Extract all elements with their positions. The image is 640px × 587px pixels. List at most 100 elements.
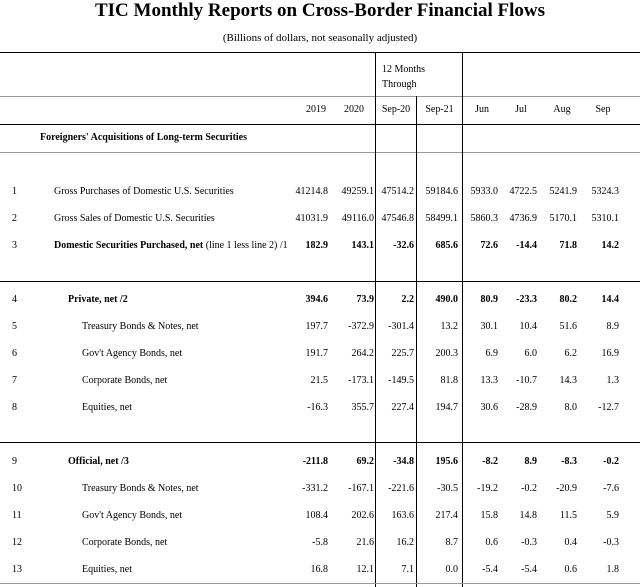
row-number: 1 xyxy=(12,186,17,197)
table-cell: 12.1 xyxy=(356,564,375,575)
table-cell: 5860.3 xyxy=(470,213,499,224)
row-group-separator xyxy=(0,281,640,282)
row-group-separator xyxy=(0,583,640,584)
twelve-months-header: 12 Months Through xyxy=(382,62,462,92)
row-label: Gross Sales of Domestic U.S. Securities xyxy=(54,213,215,225)
row-label-text: Corporate Bonds, net xyxy=(82,537,168,548)
rule-top xyxy=(0,52,640,53)
report-title: TIC Monthly Reports on Cross-Border Fina… xyxy=(94,0,546,21)
table-cell: 0.6 xyxy=(485,537,499,548)
table-cell: -0.2 xyxy=(521,483,537,494)
table-cell: 6.2 xyxy=(564,348,578,359)
table-cell: -10.7 xyxy=(516,375,537,386)
table-cell: 73.9 xyxy=(356,294,375,305)
table-cell: 8.9 xyxy=(524,456,538,467)
table-cell: 21.5 xyxy=(310,375,329,386)
table-cell: 80.9 xyxy=(480,294,499,305)
row-label-note: (line 1 less line 2) /1 xyxy=(205,240,288,251)
table-cell: 6.9 xyxy=(485,348,499,359)
table-cell: -12.7 xyxy=(598,402,619,413)
row-label: Corporate Bonds, net xyxy=(82,537,167,549)
row-label: Gov't Agency Bonds, net xyxy=(82,348,182,360)
table-cell: -7.6 xyxy=(603,483,619,494)
row-label-text: Domestic Securities Purchased, net xyxy=(54,240,204,251)
table-cell: -23.3 xyxy=(516,294,537,305)
rule-group-mid xyxy=(416,96,417,587)
table-cell: -372.9 xyxy=(348,321,374,332)
table-cell: -5.8 xyxy=(312,537,328,548)
table-cell: -30.5 xyxy=(437,483,458,494)
table-cell: 11.5 xyxy=(559,510,577,521)
table-cell: 16.2 xyxy=(396,537,415,548)
table-cell: 14.8 xyxy=(519,510,538,521)
table-cell: 47546.8 xyxy=(381,213,415,224)
table-cell: 10.4 xyxy=(519,321,538,332)
table-cell: -5.4 xyxy=(521,564,537,575)
table-cell: 7.1 xyxy=(401,564,415,575)
table-cell: 264.2 xyxy=(351,348,375,359)
table-cell: 41214.8 xyxy=(295,186,329,197)
table-cell: 80.2 xyxy=(559,294,578,305)
row-number: 3 xyxy=(12,240,17,251)
row-label-text: Gov't Agency Bonds, net xyxy=(82,348,183,359)
table-cell: 16.8 xyxy=(310,564,329,575)
row-label: Treasury Bonds & Notes, net xyxy=(82,483,199,495)
table-cell: -5.4 xyxy=(482,564,498,575)
rule-header-bottom xyxy=(0,124,640,125)
column-header-sep-20: Sep-20 xyxy=(381,104,411,115)
column-header-sep-21: Sep-21 xyxy=(425,104,454,115)
twelve-months-line1: 12 Months xyxy=(382,64,426,75)
table-cell: 21.6 xyxy=(356,537,375,548)
row-number: 4 xyxy=(12,294,17,305)
table-cell: -20.9 xyxy=(556,483,577,494)
table-cell: 5933.0 xyxy=(470,186,499,197)
table-cell: -0.3 xyxy=(603,537,619,548)
row-label: Official, net /3 xyxy=(68,456,129,468)
table-cell: 69.2 xyxy=(356,456,375,467)
table-cell: -34.8 xyxy=(393,456,414,467)
table-cell: 71.8 xyxy=(559,240,578,251)
table-cell: -19.2 xyxy=(477,483,498,494)
table-cell: 47514.2 xyxy=(381,186,415,197)
row-number: 5 xyxy=(12,321,17,332)
table-cell: 13.3 xyxy=(480,375,499,386)
row-label-text: Gross Sales of Domestic U.S. Securities xyxy=(54,213,215,224)
row-number: 7 xyxy=(12,375,17,386)
table-cell: 14.3 xyxy=(559,375,578,386)
table-cell: -149.5 xyxy=(388,375,414,386)
table-cell: -301.4 xyxy=(388,321,414,332)
table-cell: 490.0 xyxy=(435,294,459,305)
row-group-separator xyxy=(0,442,640,443)
table-cell: 194.7 xyxy=(435,402,459,413)
table-cell: -211.8 xyxy=(302,456,328,467)
row-label-text: Private, net /2 xyxy=(68,294,128,305)
table-cell: -8.3 xyxy=(561,456,577,467)
table-cell: -331.2 xyxy=(302,483,328,494)
column-header-jun: Jun xyxy=(475,104,489,115)
table-cell: 5241.9 xyxy=(549,186,578,197)
rule-group-left xyxy=(375,52,376,587)
table-cell: 72.6 xyxy=(480,240,499,251)
table-cell: -173.1 xyxy=(348,375,374,386)
table-cell: 191.7 xyxy=(305,348,329,359)
row-number: 2 xyxy=(12,213,17,224)
table-cell: 81.8 xyxy=(440,375,459,386)
row-number: 11 xyxy=(12,510,22,521)
table-cell: 1.3 xyxy=(606,375,620,386)
table-cell: 227.4 xyxy=(391,402,415,413)
table-cell: 225.7 xyxy=(391,348,415,359)
row-number: 12 xyxy=(12,537,22,548)
table-cell: -0.2 xyxy=(603,456,619,467)
table-cell: 8.7 xyxy=(445,537,459,548)
table-cell: 108.4 xyxy=(305,510,329,521)
table-cell: 394.6 xyxy=(305,294,329,305)
table-cell: -16.3 xyxy=(307,402,328,413)
table-cell: -221.6 xyxy=(388,483,414,494)
rule-section xyxy=(0,152,640,153)
rule-header-sub xyxy=(0,96,640,97)
table-cell: 202.6 xyxy=(351,510,375,521)
table-cell: 4736.9 xyxy=(509,213,538,224)
row-label: Corporate Bonds, net xyxy=(82,375,167,387)
table-cell: 49116.0 xyxy=(341,213,374,224)
table-cell: 197.7 xyxy=(305,321,329,332)
